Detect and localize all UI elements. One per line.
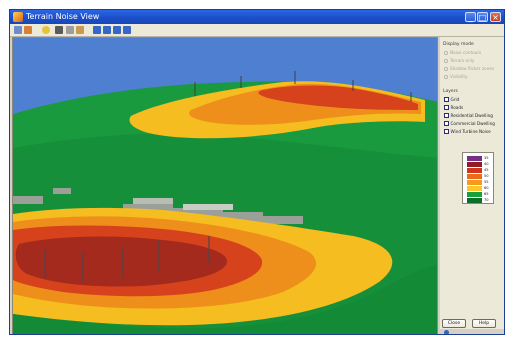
checkbox-icon [444, 121, 449, 126]
noise-legend: 35 40 45 50 55 60 65 70 [462, 152, 494, 204]
checkbox-icon [444, 97, 449, 102]
info-icon[interactable] [444, 330, 449, 334]
save-icon[interactable] [24, 26, 32, 34]
contour-ridge-red [258, 85, 418, 110]
legend-label: 35 [484, 156, 489, 160]
arrow-up-icon[interactable] [113, 26, 121, 34]
legend-swatch [467, 162, 482, 167]
legend-swatch [467, 180, 482, 185]
terrain-3d-view[interactable] [12, 37, 438, 334]
title-bar[interactable]: Terrain Noise View _ □ × [10, 10, 504, 24]
radio-icon [444, 74, 448, 79]
ridge-turbines [194, 71, 412, 102]
legend-label: 55 [484, 180, 489, 184]
display-option[interactable]: Terrain only [444, 58, 474, 63]
legend-swatch [467, 198, 482, 203]
maximize-button[interactable]: □ [477, 12, 488, 22]
layer-checkbox-residential[interactable]: Residential Dwelling [444, 113, 493, 118]
layer-checkbox-commercial[interactable]: Commercial Dwelling [444, 121, 495, 126]
toolbar [10, 24, 504, 37]
checkbox-icon [444, 105, 449, 110]
side-panel: Display mode Noise contours Terrain only… [440, 37, 504, 334]
checkbox-icon [444, 129, 449, 134]
zoom-icon[interactable] [66, 26, 74, 34]
display-section-title: Display mode [443, 42, 474, 47]
print-icon[interactable] [42, 26, 50, 34]
legend-label: 60 [484, 186, 489, 190]
layer-checkbox-grid[interactable]: Grid [444, 97, 459, 102]
grid-icon[interactable] [55, 26, 63, 34]
legend-label: 70 [484, 198, 489, 202]
arrow-right-icon[interactable] [103, 26, 111, 34]
radio-icon [444, 66, 448, 71]
legend-label: 50 [484, 174, 489, 178]
open-icon[interactable] [14, 26, 22, 34]
window-title: Terrain Noise View [26, 12, 100, 21]
legend-label: 65 [484, 192, 489, 196]
layers-section-title: Layers [443, 89, 458, 94]
legend-swatch [467, 168, 482, 173]
arrow-left-icon[interactable] [93, 26, 101, 34]
legend-swatch [467, 186, 482, 191]
legend-label: 40 [484, 162, 489, 166]
pan-icon[interactable] [76, 26, 84, 34]
layer-checkbox-noise[interactable]: Wind Turbine Noise [444, 129, 491, 134]
legend-swatch [467, 192, 482, 197]
legend-swatch [467, 156, 482, 161]
app-icon [13, 12, 23, 22]
close-button[interactable]: × [490, 12, 501, 22]
terrain-foreground [13, 264, 437, 334]
layer-checkbox-roads[interactable]: Roads [444, 105, 463, 110]
front-turbines [44, 236, 210, 282]
display-option[interactable]: Visibility [444, 74, 468, 79]
legend-swatch [467, 174, 482, 179]
radio-icon [444, 50, 448, 55]
minimize-button[interactable]: _ [465, 12, 476, 22]
close-panel-button[interactable]: Close [442, 319, 466, 328]
display-option[interactable]: Noise contours [444, 50, 481, 55]
checkbox-icon [444, 113, 449, 118]
legend-label: 45 [484, 168, 489, 172]
radio-icon [444, 58, 448, 63]
help-button[interactable]: Help [472, 319, 496, 328]
arrow-down-icon[interactable] [123, 26, 131, 34]
display-option[interactable]: Shadow flicker zones [444, 66, 494, 71]
app-window: Terrain Noise View _ □ × [9, 9, 505, 335]
contour-front-dark-red [15, 236, 228, 287]
